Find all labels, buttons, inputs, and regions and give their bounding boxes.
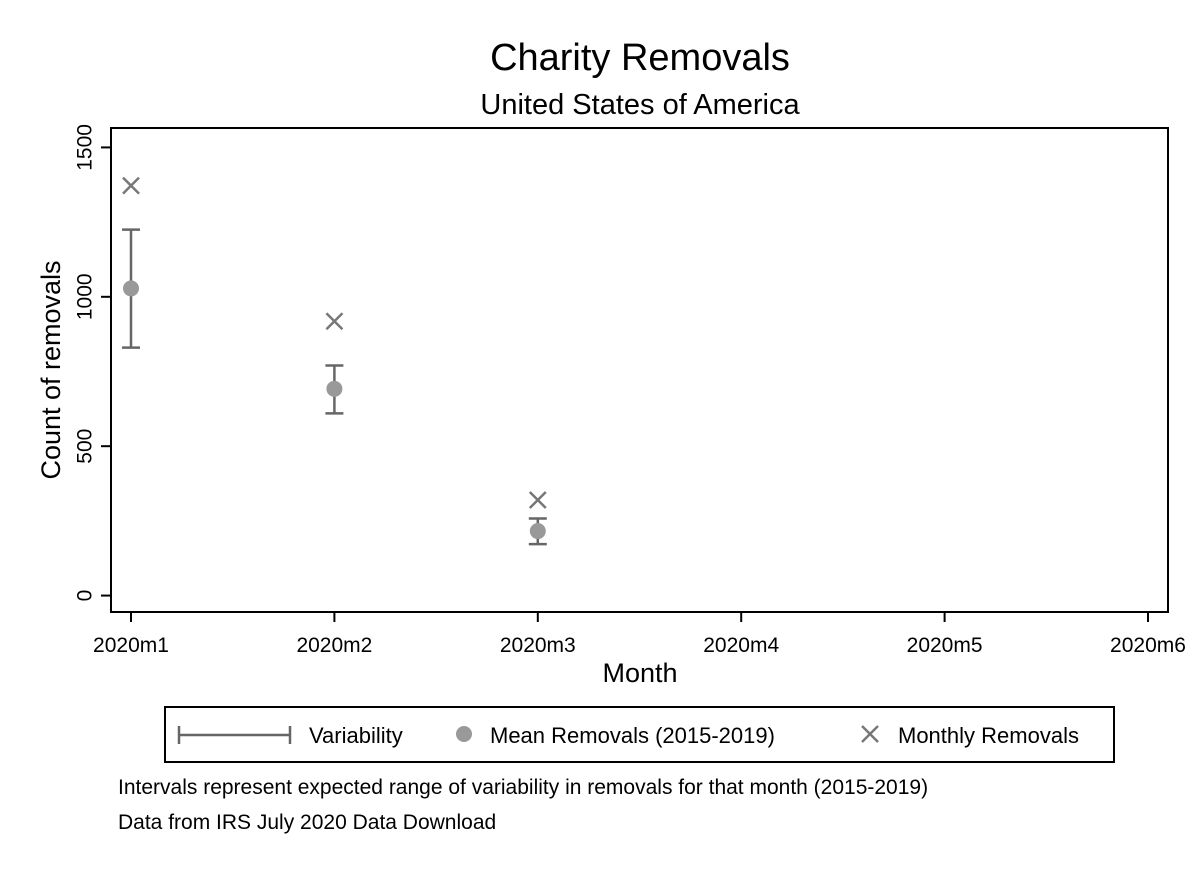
- x-tick-label-2020m6: 2020m6: [1110, 634, 1186, 657]
- legend-swatch-mean: [456, 726, 472, 742]
- chart-note-source: Data from IRS July 2020 Data Download: [118, 811, 497, 834]
- monthly-point-2020m2: [325, 312, 344, 331]
- y-tick-label-0: 0: [74, 590, 97, 602]
- x-tick-label-2020m5: 2020m5: [907, 634, 983, 657]
- chart-note-intervals: Intervals represent expected range of va…: [118, 776, 929, 799]
- x-axis: 2020m1 2020m2 2020m3 2020m4 2020m5 2020m6: [93, 612, 1186, 657]
- x-tick-label-2020m2: 2020m2: [296, 634, 372, 657]
- y-tick-label-1500: 1500: [74, 124, 97, 171]
- x-tick-label-2020m3: 2020m3: [500, 634, 576, 657]
- x-axis-label: Month: [602, 658, 677, 688]
- legend-label-variability: Variability: [309, 723, 403, 748]
- mean-point-2020m2: [326, 380, 343, 397]
- legend-label-monthly: Monthly Removals: [898, 723, 1079, 748]
- monthly-point-2020m3: [528, 491, 547, 509]
- y-axis-label: Count of removals: [36, 260, 66, 479]
- y-axis: 0 500 1000 1500: [74, 124, 111, 601]
- monthly-point-2020m1: [122, 176, 140, 195]
- data-marks: [122, 176, 547, 546]
- x-tick-label-2020m1: 2020m1: [93, 634, 169, 657]
- x-tick-label-2020m4: 2020m4: [703, 634, 779, 657]
- legend-swatch-monthly: [861, 725, 879, 743]
- legend-swatch-variability: [177, 726, 292, 744]
- y-tick-label-500: 500: [74, 429, 97, 464]
- legend-box: [164, 706, 1115, 763]
- mean-point-2020m1: [123, 280, 139, 297]
- mean-point-2020m3: [529, 523, 546, 540]
- chart-subtitle: United States of America: [480, 89, 800, 121]
- legend-label-mean: Mean Removals (2015-2019): [490, 723, 775, 748]
- legend: Variability Mean Removals (2015-2019) Mo…: [164, 706, 1115, 763]
- chart-title: Charity Removals: [490, 37, 790, 79]
- plot-area: [110, 127, 1169, 613]
- y-tick-label-1000: 1000: [74, 273, 97, 320]
